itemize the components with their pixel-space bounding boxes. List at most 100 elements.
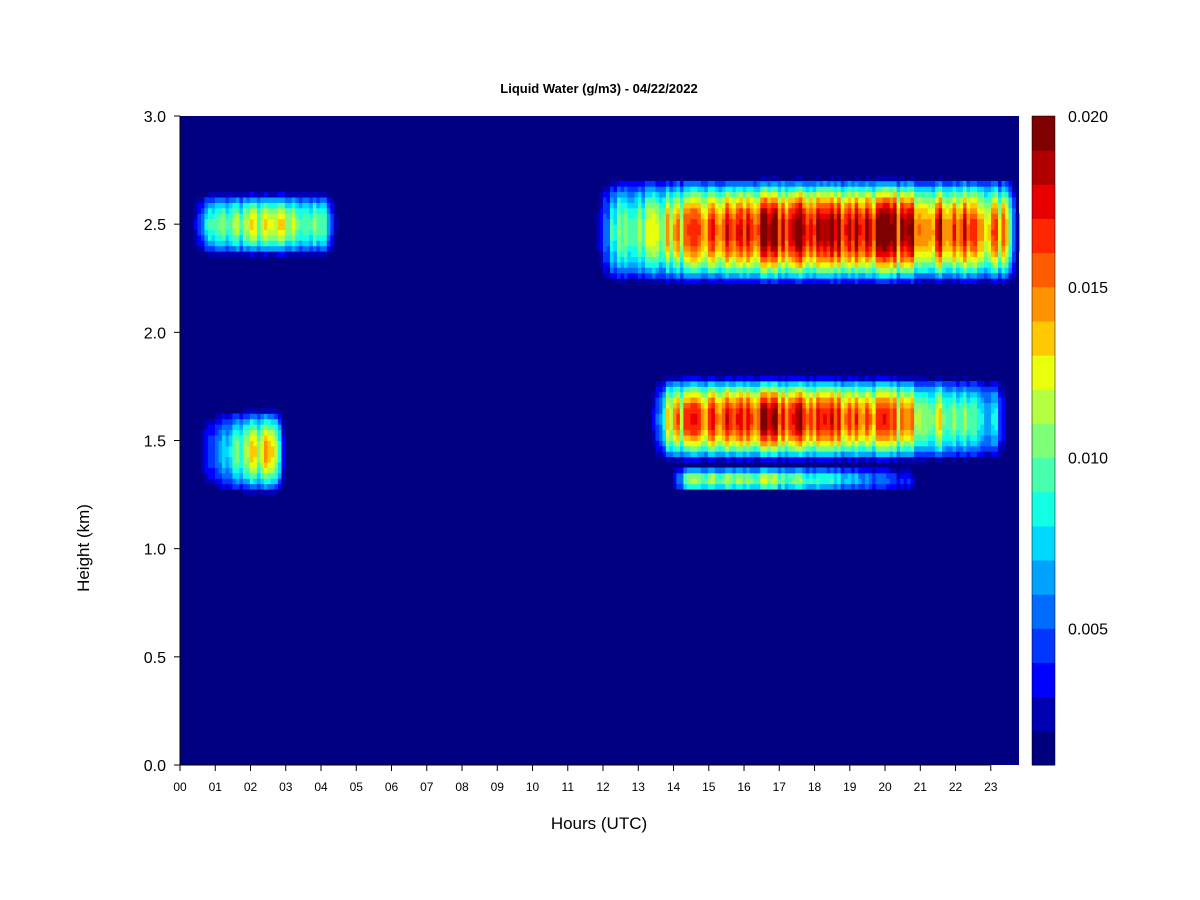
heatmap-cell	[1001, 397, 1006, 404]
heatmap-cell	[980, 234, 985, 241]
heatmap-cell	[630, 207, 635, 214]
heatmap-cell	[791, 483, 796, 490]
heatmap-cell	[718, 267, 723, 274]
heatmap-cell	[714, 202, 719, 209]
heatmap-cell	[893, 424, 898, 431]
heatmap-cell	[333, 229, 338, 236]
heatmap-cell	[774, 386, 779, 393]
heatmap-cell	[693, 381, 698, 387]
heatmap-cell	[742, 397, 747, 404]
heatmap-cell	[218, 483, 223, 490]
heatmap-cell	[795, 240, 800, 247]
heatmap-cell	[840, 202, 845, 209]
heatmap-cell	[928, 180, 933, 187]
heatmap-cell	[690, 267, 695, 274]
heatmap-cell	[907, 180, 912, 187]
heatmap-cell	[707, 213, 712, 220]
heatmap-cell	[882, 224, 887, 230]
heatmap-cell	[704, 445, 709, 452]
heatmap-cell	[900, 251, 905, 258]
heatmap-cell	[1012, 272, 1016, 279]
heatmap-cell	[872, 207, 877, 214]
heatmap-cell	[718, 467, 723, 474]
heatmap-cell	[613, 234, 618, 241]
heatmap-cell	[1012, 202, 1016, 209]
heatmap-cell	[672, 375, 677, 382]
heatmap-cell	[851, 191, 856, 198]
heatmap-cell	[791, 375, 796, 382]
heatmap-cell	[886, 391, 891, 398]
heatmap-cell	[896, 202, 901, 209]
heatmap-cell	[994, 386, 999, 393]
heatmap-cell	[718, 375, 723, 382]
heatmap-cell	[956, 440, 960, 447]
heatmap-cell	[896, 224, 901, 230]
heatmap-cell	[732, 251, 737, 258]
heatmap-cell	[826, 391, 831, 398]
heatmap-cell	[921, 229, 926, 236]
heatmap-cell	[889, 256, 894, 263]
heatmap-cell	[623, 202, 628, 209]
heatmap-cell	[658, 229, 663, 236]
heatmap-cell	[725, 418, 730, 425]
heatmap-cell	[826, 413, 831, 420]
heatmap-cell	[714, 207, 719, 214]
heatmap-cell	[907, 256, 912, 263]
heatmap-cell	[753, 180, 758, 187]
heatmap-cell	[697, 240, 702, 247]
heatmap-cell	[872, 267, 877, 274]
heatmap-cell	[970, 429, 974, 436]
heatmap-cell	[812, 262, 817, 268]
heatmap-cell	[896, 472, 901, 479]
heatmap-cell	[679, 272, 684, 279]
heatmap-cell	[711, 272, 716, 279]
heatmap-cell	[256, 245, 261, 252]
heatmap-cell	[872, 278, 877, 285]
heatmap-cell	[949, 440, 953, 447]
heatmap-cell	[672, 224, 677, 230]
heatmap-cell	[263, 424, 268, 431]
heatmap-cell	[742, 445, 747, 452]
heatmap-cell	[774, 218, 779, 225]
heatmap-cell	[854, 456, 859, 463]
heatmap-cell	[788, 272, 793, 279]
heatmap-cell	[935, 397, 939, 404]
heatmap-cell	[809, 391, 814, 398]
heatmap-cell	[651, 186, 656, 193]
heatmap-cell	[903, 202, 908, 209]
heatmap-cell	[998, 418, 1002, 425]
heatmap-cell	[938, 386, 943, 393]
heatmap-cell	[655, 234, 660, 241]
heatmap-cell	[288, 240, 293, 247]
heatmap-cell	[246, 451, 251, 458]
heatmap-cell	[802, 256, 807, 263]
heatmap-cell	[225, 197, 230, 203]
heatmap-cell	[644, 180, 649, 187]
heatmap-cell	[249, 483, 254, 490]
heatmap-cell	[798, 256, 803, 263]
heatmap-cell	[889, 397, 894, 404]
heatmap-cell	[770, 483, 775, 490]
heatmap-cell	[872, 272, 877, 279]
heatmap-cell	[788, 213, 793, 220]
heatmap-cell	[753, 262, 758, 268]
heatmap-cell	[931, 207, 936, 214]
heatmap-cell	[735, 456, 740, 463]
heatmap-cell	[760, 229, 765, 236]
heatmap-cell	[784, 251, 789, 258]
heatmap-cell	[1008, 251, 1013, 258]
heatmap-cell	[756, 472, 761, 479]
heatmap-cell	[228, 472, 233, 479]
heatmap-cell	[249, 456, 254, 463]
heatmap-cell	[970, 229, 974, 236]
heatmap-cell	[851, 245, 856, 252]
heatmap-cell	[802, 180, 807, 187]
heatmap-cell	[648, 180, 653, 187]
heatmap-cell	[984, 381, 988, 387]
heatmap-cell	[812, 413, 817, 420]
heatmap-cell	[676, 402, 681, 409]
heatmap-cell	[973, 213, 978, 220]
heatmap-cell	[879, 186, 884, 193]
heatmap-cell	[665, 418, 670, 425]
heatmap-cell	[938, 408, 943, 414]
